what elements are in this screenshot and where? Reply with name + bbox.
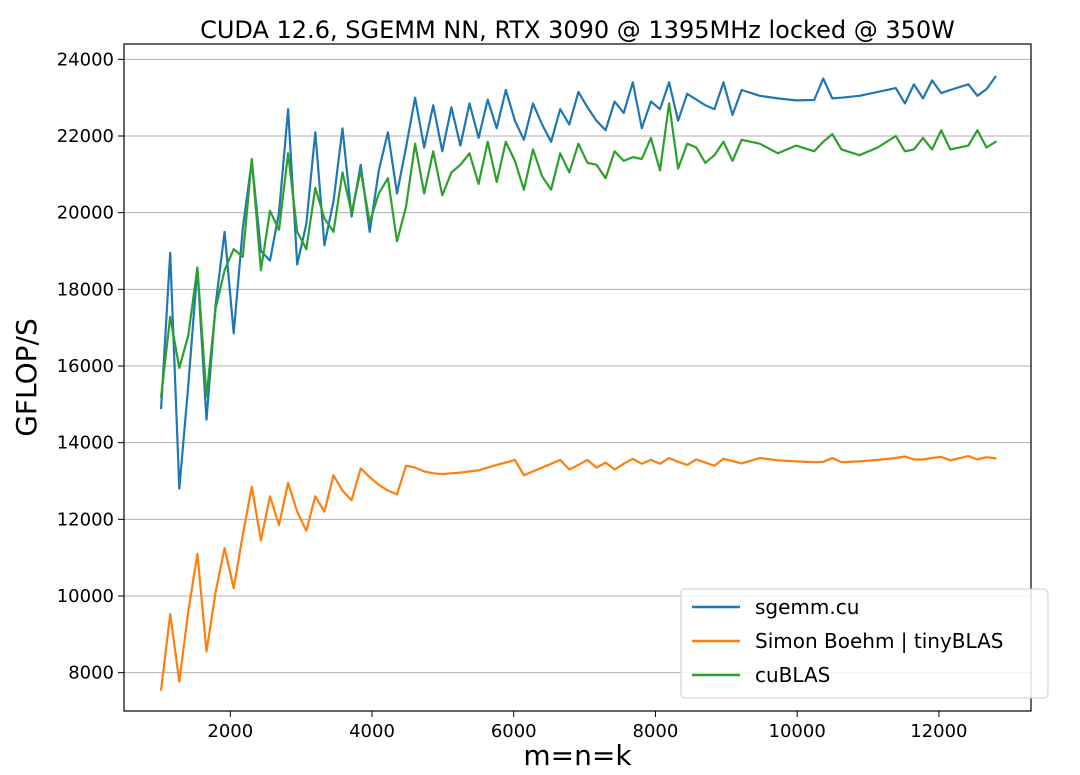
x-tick-label: 2000: [207, 721, 253, 742]
series-layer: [160, 75, 997, 692]
series-line-tinyblas: [160, 455, 997, 692]
legend-label-sgemm: sgemm.cu: [755, 595, 859, 619]
x-tick-label: 4000: [349, 721, 395, 742]
y-tick-label: 8000: [68, 663, 114, 684]
x-tick-label: 6000: [491, 721, 537, 742]
y-tick-label: 12000: [57, 509, 114, 530]
series-line-sgemm: [160, 75, 997, 490]
plot-frame: [123, 43, 1032, 712]
series-line-cublas: [160, 102, 997, 398]
x-axis-label: m=n=k: [523, 739, 632, 772]
y-tick-label: 24000: [57, 49, 114, 70]
chart-title: CUDA 12.6, SGEMM NN, RTX 3090 @ 1395MHz …: [200, 16, 955, 44]
y-tick-label: 20000: [57, 203, 114, 224]
legend: sgemm.cu Simon Boehm | tinyBLAS cuBLAS: [680, 588, 1049, 699]
legend-box: [680, 588, 1049, 699]
x-tick-label: 12000: [910, 721, 967, 742]
y-tick-label: 16000: [57, 356, 114, 377]
grid-layer: [124, 58, 1031, 674]
legend-label-cublas: cuBLAS: [755, 663, 830, 687]
y-tick-label: 22000: [57, 126, 114, 147]
y-tick-label: 18000: [57, 279, 114, 300]
x-tick-label: 8000: [633, 721, 679, 742]
ticks-layer: 8000 10000 12000 14000 16000 18000 20000 22000 2…: [57, 49, 968, 742]
y-tick-label: 14000: [57, 433, 114, 454]
x-tick-label: 10000: [769, 721, 826, 742]
legend-label-tinyblas: Simon Boehm | tinyBLAS: [755, 629, 1004, 653]
y-axis-label: GFLOP/S: [10, 318, 43, 437]
y-tick-label: 10000: [57, 586, 114, 607]
